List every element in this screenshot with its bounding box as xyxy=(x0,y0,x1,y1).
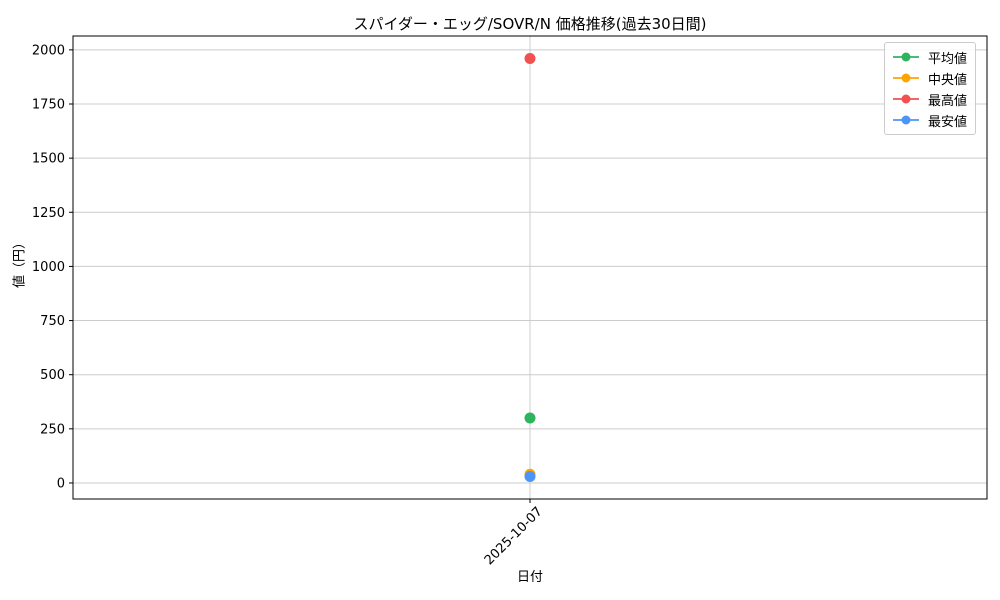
plot-spines xyxy=(72,35,988,500)
legend-marker-dot xyxy=(901,94,911,104)
legend-label-max: 最高値 xyxy=(928,93,968,109)
data-point-最安値 xyxy=(524,470,536,482)
legend-marker-mean xyxy=(893,52,919,62)
legend-marker-min xyxy=(893,115,919,125)
legend-item-max: 最高値 xyxy=(891,90,968,109)
chart-title: スパイダー・エッグ/SOVR/N 価格推移(過去30日間) xyxy=(353,15,707,33)
y-axis-label: 値（円） xyxy=(12,235,28,289)
y-tick-label: 1250 xyxy=(32,206,65,221)
legend-item-mean: 平均値 xyxy=(891,48,968,67)
y-tick-label: 0 xyxy=(57,476,65,491)
data-point-最高値 xyxy=(524,53,536,65)
y-tick-label: 750 xyxy=(40,314,65,329)
legend-label-min: 最安値 xyxy=(928,114,968,130)
legend-item-median: 中央値 xyxy=(891,69,968,88)
legend-marker-dot xyxy=(901,73,911,83)
y-tick-label: 500 xyxy=(40,368,65,383)
x-tick-label: 2025-10-07 xyxy=(482,504,546,568)
legend-marker-median xyxy=(893,73,919,83)
legend: 平均値 中央値 最高値 最安値 xyxy=(884,42,977,135)
legend-label-mean: 平均値 xyxy=(928,51,968,67)
legend-marker-dot xyxy=(901,115,911,125)
legend-label-median: 中央値 xyxy=(928,72,968,88)
y-tick-label: 1500 xyxy=(32,152,65,167)
y-tick-label: 1000 xyxy=(32,260,65,275)
legend-item-min: 最安値 xyxy=(891,111,968,130)
data-point-平均値 xyxy=(524,412,536,424)
y-tick-label: 1750 xyxy=(32,97,65,112)
legend-marker-dot xyxy=(901,52,911,62)
y-tick-label: 250 xyxy=(40,422,65,437)
y-tick-label: 2000 xyxy=(32,43,65,58)
legend-marker-max xyxy=(893,94,919,104)
x-axis-label: 日付 xyxy=(516,570,544,585)
